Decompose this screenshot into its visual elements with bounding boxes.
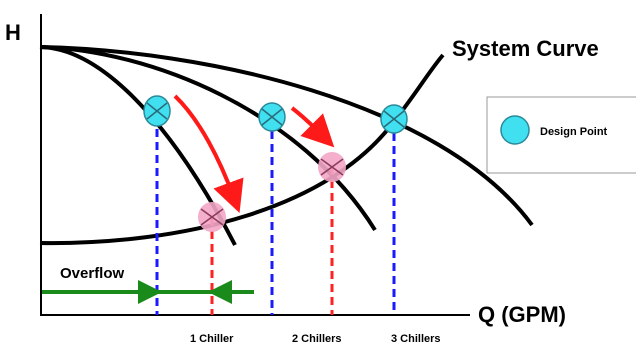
chiller-label-2: 2 Chillers	[292, 333, 342, 345]
system-curve-label: System Curve	[452, 36, 599, 61]
operating-point-2-chillers	[318, 152, 346, 182]
shift-arrow-1-chiller	[173, 94, 244, 214]
overflow-label: Overflow	[60, 265, 125, 282]
pump-curve-2-chillers	[39, 45, 377, 232]
chiller-label-1: 1 Chiller	[190, 333, 234, 345]
pump-curve-1-chiller	[39, 45, 237, 246]
legend-label: Design Point	[540, 126, 608, 138]
operating-point-1-chiller	[198, 202, 226, 232]
x-axis-label: Q (GPM)	[478, 302, 566, 327]
system-curve	[39, 53, 445, 246]
shift-arrow-2-chillers	[290, 106, 335, 148]
pump-curve-3-chillers	[39, 45, 534, 227]
y-axis-label: H	[5, 20, 21, 45]
legend-design-point-icon	[500, 115, 530, 145]
design-point-3-chillers	[380, 104, 408, 134]
design-point-1-chiller	[143, 95, 171, 127]
design-point-2-chillers	[258, 102, 286, 132]
legend: Design Point	[486, 96, 636, 174]
chiller-label-3: 3 Chillers	[391, 333, 441, 345]
